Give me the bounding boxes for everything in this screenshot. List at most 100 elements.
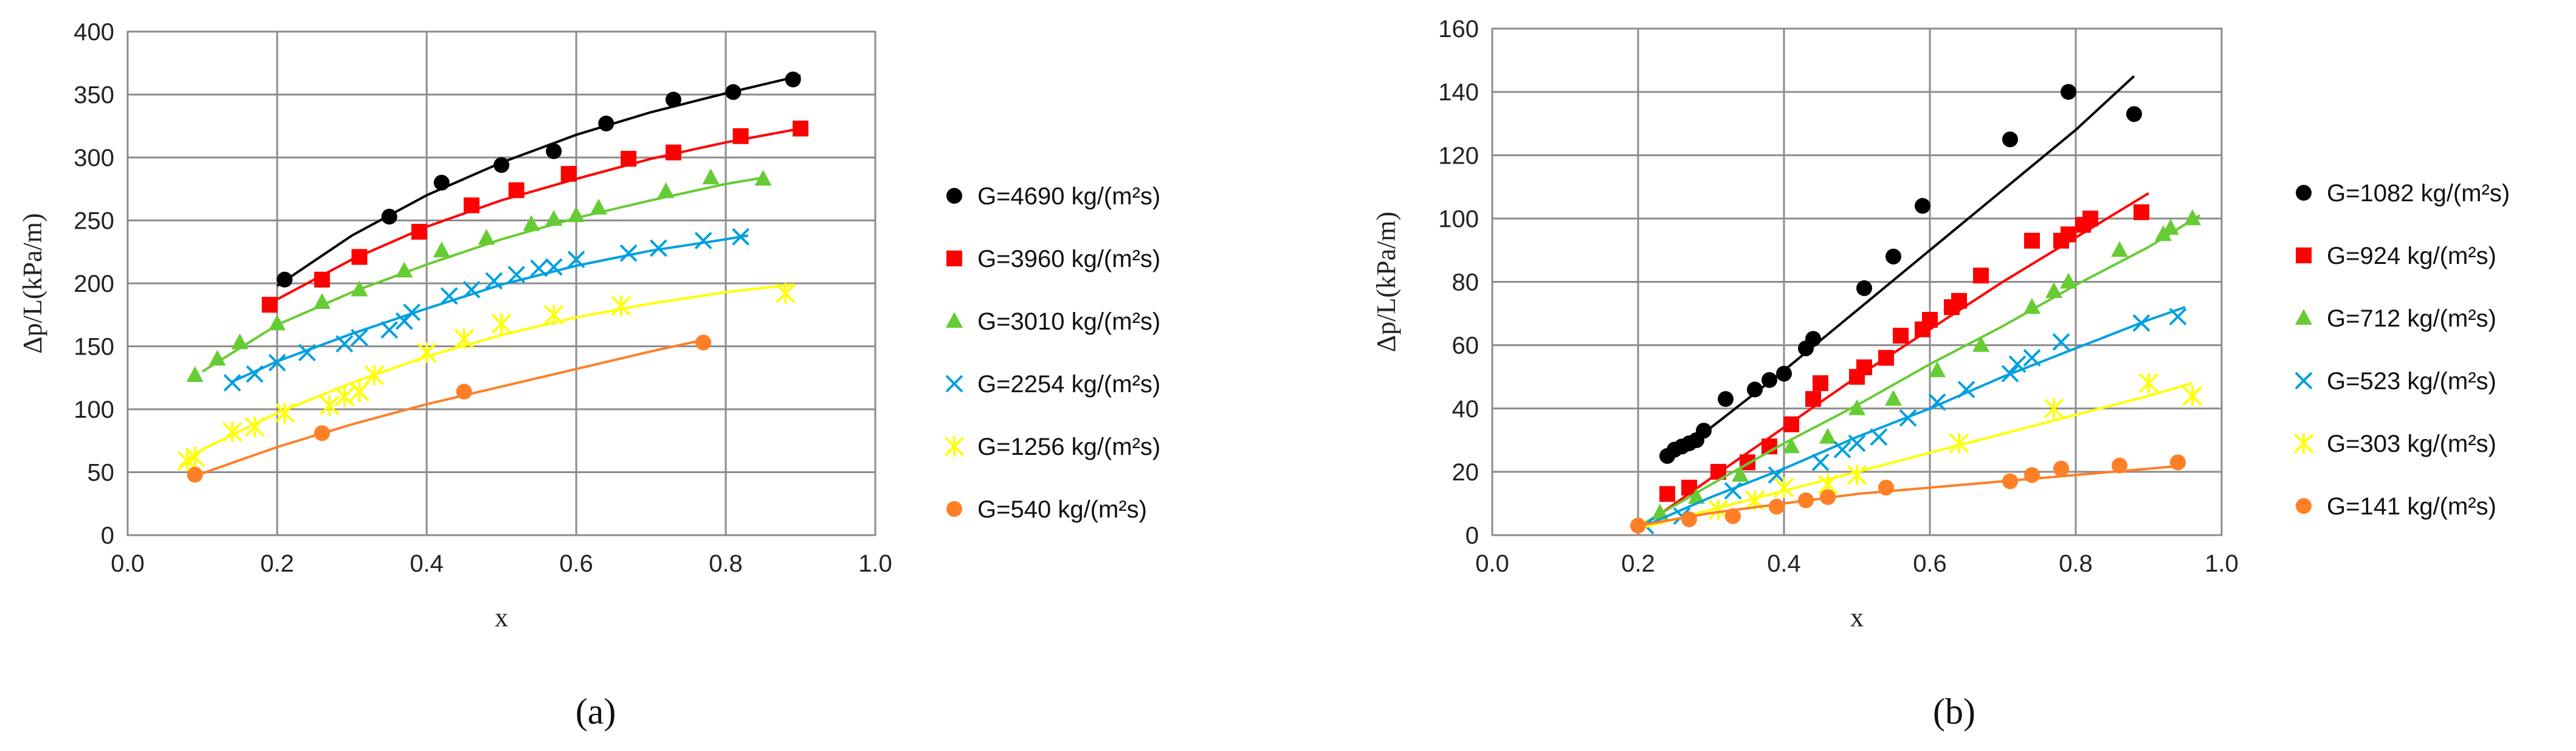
panel-b-data-point bbox=[1819, 427, 1836, 444]
panel-a-data-point bbox=[621, 151, 637, 167]
panel-b-data-point bbox=[1798, 492, 1814, 508]
panel-b-xtick-label: 0.2 bbox=[1621, 550, 1655, 577]
panel-a-data-point bbox=[402, 303, 421, 322]
panel-a-legend-marker bbox=[946, 251, 962, 266]
panel-a-data-point bbox=[732, 227, 750, 246]
panel-a-legend-label: G=540 kg/(m²s) bbox=[977, 496, 1147, 523]
panel-a-data-point bbox=[433, 175, 450, 191]
panel-b-data-point bbox=[1724, 482, 1742, 500]
panel-a-data-point bbox=[665, 144, 681, 161]
panel-a-data-point bbox=[261, 297, 278, 313]
panel-a-data-point bbox=[364, 365, 385, 386]
panel-a-legend-item: G=2254 kg/(m²s) bbox=[945, 371, 1160, 398]
panel-a-legend-item: G=540 kg/(m²s) bbox=[946, 496, 1147, 523]
panel-b-data-point bbox=[2184, 209, 2201, 226]
panel-b-data-point bbox=[2112, 457, 2127, 474]
panel-b-label: (b) bbox=[1933, 691, 1975, 732]
panel-a-data-point bbox=[381, 209, 398, 225]
panel-a-legend-marker bbox=[944, 436, 965, 457]
panel-b-legend-item: G=303 kg/(m²s) bbox=[2293, 431, 2496, 457]
panel-a-label: (a) bbox=[576, 691, 616, 732]
panel-a-xtick-label: 0.8 bbox=[709, 550, 743, 577]
panel-b-data-point bbox=[1949, 433, 1969, 454]
panel-a-data-point bbox=[695, 334, 712, 351]
panel-b-data-point bbox=[2052, 333, 2070, 351]
panel-b-chart: 0.0 0.2 0.4 0.6 0.8 1.0 0 20 40 60 80 100 120 140 160 x… bbox=[1371, 16, 2510, 632]
panel-b-data-point bbox=[2001, 365, 2019, 382]
panel-b-data-point bbox=[1732, 466, 1749, 482]
panel-b-data-point bbox=[1747, 381, 1763, 398]
panel-b-y-axis-title: Δp/L(kPa/m) bbox=[1371, 212, 1401, 352]
panel-b-data-point bbox=[1885, 390, 1902, 406]
panel-a-data-point bbox=[657, 182, 675, 198]
panel-a-data-point bbox=[186, 366, 204, 382]
panel-b-data-point bbox=[1899, 409, 1917, 427]
panel-a-ytick-label: 0 bbox=[101, 522, 114, 549]
panel-b-data-point bbox=[1688, 488, 1705, 504]
panel-a-series-3 bbox=[223, 227, 750, 392]
panel-a-data-point bbox=[314, 425, 330, 441]
panel-a-data-point bbox=[732, 128, 749, 144]
panel-b-data-point bbox=[2138, 373, 2159, 394]
panel-b-data-point bbox=[1783, 437, 1800, 454]
panel-a-xtick-label: 0.4 bbox=[410, 550, 444, 577]
panel-a-series-1 bbox=[261, 120, 808, 313]
panel-b-data-point bbox=[1893, 328, 1909, 344]
panel-b-data-point bbox=[1630, 517, 1646, 534]
panel-a-legend-item: G=1256 kg/(m²s) bbox=[944, 434, 1160, 460]
panel-a-data-point bbox=[319, 395, 340, 416]
panel-b-data-point bbox=[1951, 292, 1967, 309]
panel-a-data-point bbox=[244, 416, 265, 437]
panel-a-x-axis-title: x bbox=[495, 603, 508, 632]
panel-a-legend-label: G=4690 kg/(m²s) bbox=[977, 183, 1160, 210]
panel-b-ytick-label: 140 bbox=[1438, 79, 1479, 106]
panel-a-xtick-label: 0.6 bbox=[559, 550, 593, 577]
panel-a-data-point bbox=[334, 386, 355, 407]
panel-b-data-point bbox=[1805, 391, 1821, 407]
panel-b-data-point bbox=[2044, 398, 2064, 419]
panel-b-data-point bbox=[1929, 361, 1946, 378]
panel-b-data-point bbox=[1915, 198, 1930, 214]
panel-b-legend-marker bbox=[2296, 247, 2312, 263]
panel-b-data-point bbox=[1922, 311, 1938, 328]
panel-a-data-point bbox=[277, 271, 293, 288]
panel-a-data-point bbox=[269, 314, 286, 331]
panel-b-xtick-label: 0.8 bbox=[2059, 550, 2093, 577]
panel-b-legend-marker bbox=[2295, 309, 2312, 325]
panel-b-trend-line bbox=[1644, 214, 2201, 524]
panel-b-data-point bbox=[1769, 499, 1785, 515]
panel-b-data-point bbox=[2024, 467, 2040, 483]
panel-a-ytick-label: 400 bbox=[74, 19, 114, 46]
panel-a-data-point bbox=[793, 120, 808, 137]
panel-b-data-point bbox=[1725, 508, 1741, 524]
panel-b-legend-item: G=141 kg/(m²s) bbox=[2296, 493, 2496, 520]
panel-b-ytick-label: 100 bbox=[1438, 206, 1479, 232]
panel-a-data-point bbox=[485, 272, 503, 290]
panel-b-legend-marker bbox=[2296, 185, 2312, 201]
panel-b-data-point bbox=[2082, 210, 2098, 227]
panel-b-legend-label: G=712 kg/(m²s) bbox=[2327, 305, 2496, 332]
panel-b-trend-line bbox=[1638, 382, 2193, 530]
panel-a-data-point bbox=[314, 271, 330, 288]
panel-b-data-point bbox=[2182, 385, 2203, 406]
panel-b-data-point bbox=[2002, 131, 2018, 148]
panel-a-data-point bbox=[208, 350, 226, 366]
panel-a-data-point bbox=[349, 381, 370, 403]
panel-b-legend-label: G=924 kg/(m²s) bbox=[2327, 243, 2496, 269]
panel-b-data-point bbox=[1833, 441, 1851, 459]
panel-a-series-0 bbox=[276, 71, 801, 288]
panel-b-series-5 bbox=[1630, 454, 2186, 534]
panel-a-legend-item: G=3960 kg/(m²s) bbox=[946, 246, 1160, 272]
panel-b-series-2 bbox=[1644, 209, 2201, 524]
panel-a-data-point bbox=[222, 421, 243, 443]
panel-a-data-point bbox=[508, 182, 525, 198]
panel-b-data-point bbox=[1659, 486, 1675, 502]
panel-b-data-point bbox=[1820, 489, 1836, 505]
panel-a-data-point bbox=[478, 229, 495, 245]
panel-b-data-point bbox=[1696, 423, 1712, 439]
panel-a-data-point bbox=[590, 198, 607, 215]
panel-a-legend-item: G=4690 kg/(m²s) bbox=[946, 183, 1160, 210]
panel-a-data-point bbox=[543, 304, 564, 325]
panel-a-data-point bbox=[454, 328, 474, 350]
